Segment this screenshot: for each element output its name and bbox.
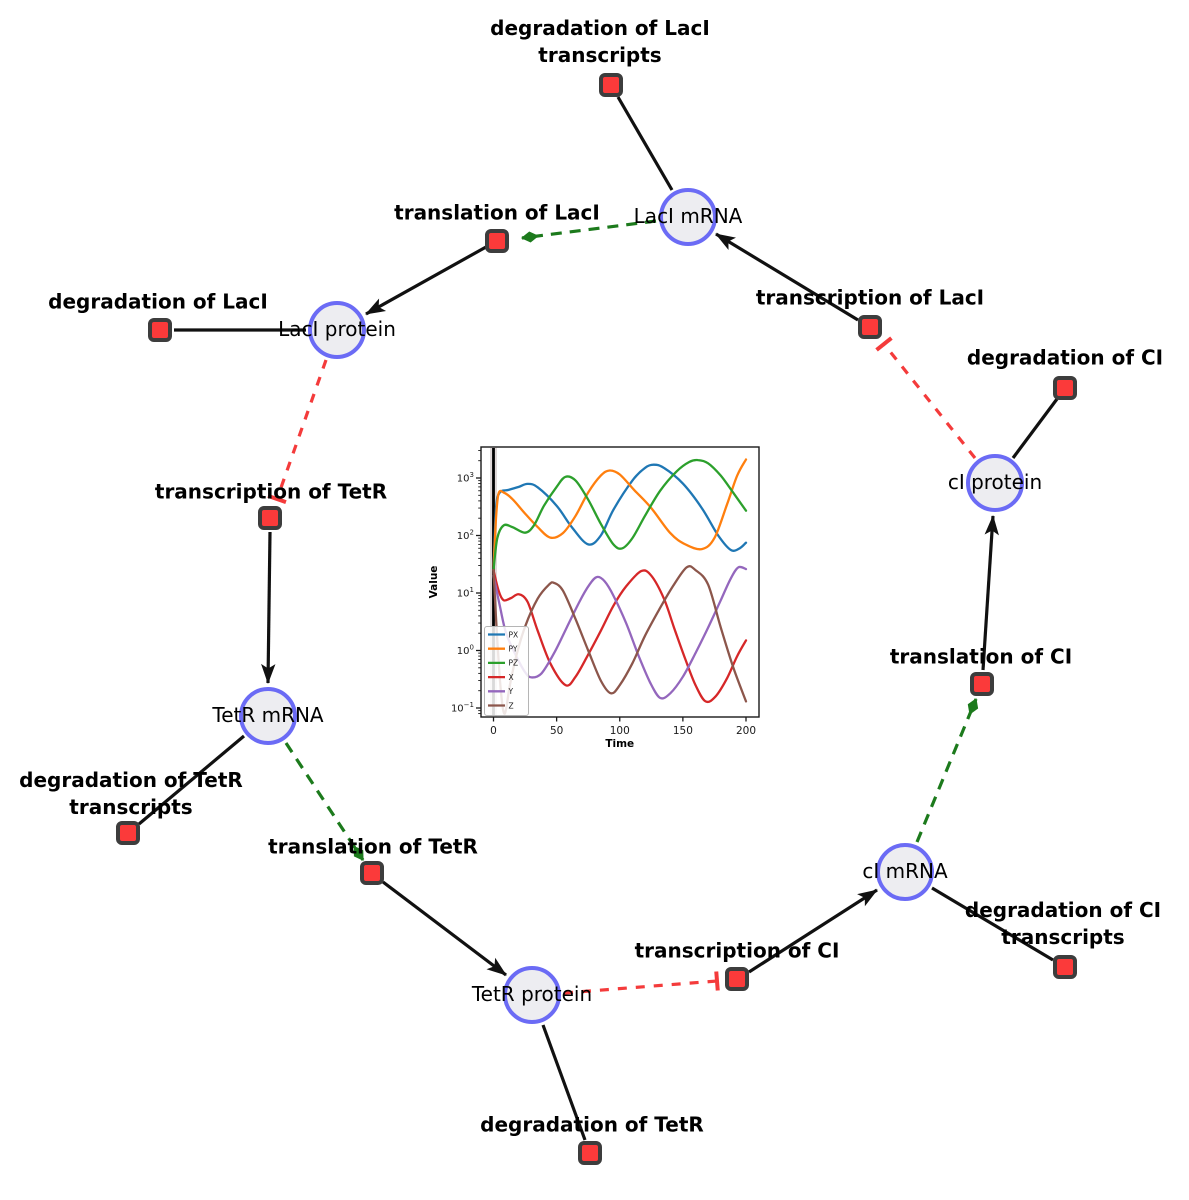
series-Z [492, 565, 748, 715]
x-tick-label: 100 [610, 725, 630, 737]
edge-translation-of-tetr-to-tetr-protein [382, 880, 507, 977]
edge-tetr-protein-to-transcription-of-ci [563, 979, 718, 995]
edge-transcription-of-tetr-to-tetr-mrna [266, 531, 272, 684]
legend-label-PZ: PZ [509, 659, 519, 668]
inhibition-tee-icon [267, 493, 287, 505]
series-PX [492, 463, 748, 572]
y-axis-title: Value [428, 566, 440, 599]
inhibition-tee-icon [875, 336, 893, 352]
edge-laci-mrna-to-translation-of-laci [521, 219, 657, 240]
legend-label-Y: Y [508, 687, 514, 696]
edge-tetr-protein-to-degradation-of-tetr [541, 1024, 587, 1141]
series-PY [492, 458, 748, 572]
y-tick-label: 103 [457, 471, 474, 485]
arrowhead-icon [261, 663, 276, 684]
x-axis-title: Time [605, 738, 634, 750]
legend-label-PX: PX [509, 630, 519, 639]
edge-laci-mrna-to-degradation-of-laci-transcripts [616, 96, 674, 191]
x-tick-label: 150 [673, 725, 693, 737]
legend-label-Z: Z [509, 701, 514, 710]
legend-label-X: X [509, 673, 514, 682]
edge-transcription-of-laci-to-laci-mrna [715, 232, 859, 322]
x-tick-label: 50 [550, 725, 563, 737]
series-X [492, 568, 748, 704]
y-tick-label: 10−1 [451, 701, 474, 715]
legend-label-PY: PY [509, 645, 518, 654]
edge-translation-of-ci-to-ci-protein [981, 515, 995, 671]
edge-transcription-of-ci-to-ci-mrna [748, 888, 878, 974]
modifier-diamond-icon [521, 231, 539, 243]
y-tick-label: 101 [457, 586, 474, 600]
edge-ci-mrna-to-translation-of-ci [915, 698, 978, 843]
modifier-diamond-icon [353, 845, 364, 861]
edge-laci-protein-to-transcription-of-tetr [275, 359, 328, 500]
edge-ci-protein-to-transcription-of-laci [882, 343, 977, 459]
inset-chart: 0 50 100 150 200 10−1 100 101 102 103 Time Value PX P… [428, 446, 760, 750]
edge-tetr-mrna-to-degradation-of-tetr-transcripts [137, 734, 246, 826]
arrowhead-icon [715, 233, 736, 251]
edge-tetr-mrna-to-translation-of-tetr [284, 742, 365, 861]
legend-box [484, 626, 529, 716]
edge-translation-of-laci-to-laci-protein [365, 245, 487, 316]
inhibition-tee-icon [714, 971, 720, 991]
edge-ci-protein-to-degradation-of-ci [1011, 398, 1059, 459]
edges-layer [137, 96, 1059, 1141]
arrowhead-icon [486, 957, 507, 976]
x-tick-label: 200 [736, 725, 756, 737]
arrowhead-icon [857, 889, 878, 907]
y-tick-label: 100 [457, 644, 474, 658]
y-tick-label: 102 [457, 529, 474, 543]
series-PZ [492, 458, 748, 572]
arrowhead-icon [984, 515, 999, 536]
edge-ci-mrna-to-degradation-of-ci-transcripts [931, 886, 1054, 962]
arrowhead-icon [365, 298, 387, 315]
x-tick-label: 0 [490, 725, 497, 737]
modifier-diamond-icon [967, 698, 979, 715]
